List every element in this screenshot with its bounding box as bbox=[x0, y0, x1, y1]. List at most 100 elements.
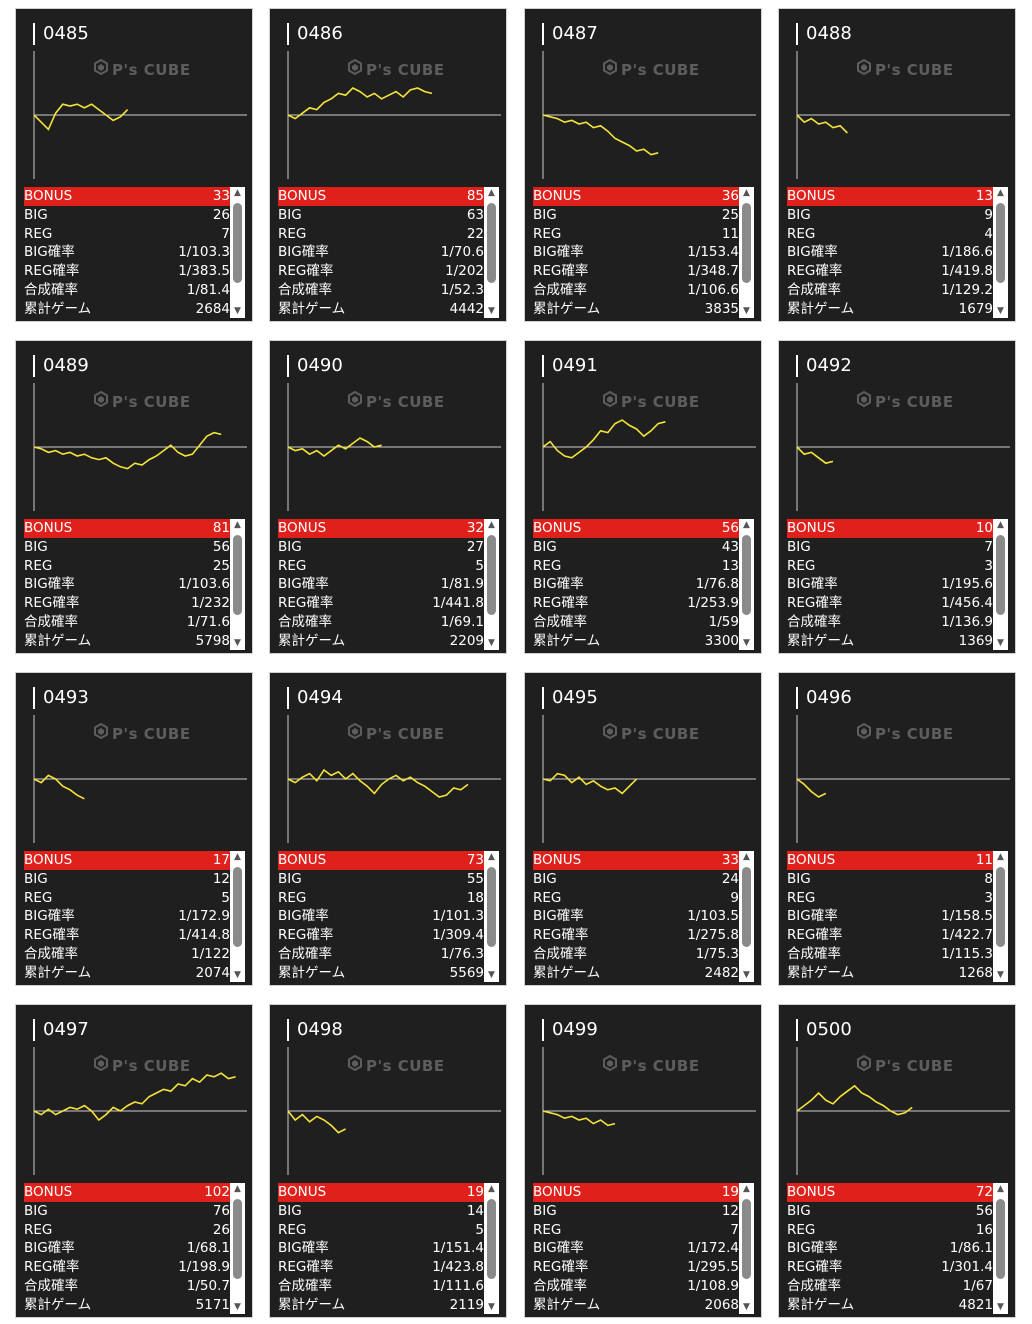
machine-card[interactable]: 0496 P's CUBE BONUS 11 BIG 8 REG 3 BIG確率 1/158.5 R… bbox=[778, 672, 1016, 986]
stats-scrollbar[interactable]: ▲ ▼ bbox=[993, 519, 1008, 650]
machine-card[interactable]: 0493 P's CUBE BONUS 17 BIG 12 REG 5 BIG確率 1/172.9… bbox=[15, 672, 253, 986]
scroll-up-icon[interactable]: ▲ bbox=[234, 852, 241, 862]
scroll-up-icon[interactable]: ▲ bbox=[234, 1184, 241, 1194]
scroll-down-icon[interactable]: ▼ bbox=[997, 638, 1004, 648]
scroll-up-icon[interactable]: ▲ bbox=[234, 188, 241, 198]
machine-number[interactable]: 0496 bbox=[796, 687, 852, 709]
machine-card[interactable]: 0488 P's CUBE BONUS 13 BIG 9 REG 4 BIG確率 1/186.6 R… bbox=[778, 8, 1016, 322]
stats-scrollbar[interactable]: ▲ ▼ bbox=[230, 519, 245, 650]
machine-number[interactable]: 0488 bbox=[796, 23, 852, 45]
machine-card[interactable]: 0497 P's CUBE BONUS 102 BIG 76 REG 26 BIG確率 1/68.… bbox=[15, 1004, 253, 1318]
stats-scrollbar[interactable]: ▲ ▼ bbox=[993, 851, 1008, 982]
scroll-thumb[interactable] bbox=[233, 867, 242, 947]
stats-scrollbar[interactable]: ▲ ▼ bbox=[739, 1183, 754, 1314]
scroll-thumb[interactable] bbox=[996, 867, 1005, 947]
stats-scrollbar[interactable]: ▲ ▼ bbox=[739, 519, 754, 650]
machine-card[interactable]: 0492 P's CUBE BONUS 10 BIG 7 REG 3 BIG確率 1/195.6 R… bbox=[778, 340, 1016, 654]
scroll-down-icon[interactable]: ▼ bbox=[997, 306, 1004, 316]
watermark-logo: P's CUBE bbox=[348, 1049, 444, 1087]
scroll-up-icon[interactable]: ▲ bbox=[997, 188, 1004, 198]
scroll-thumb[interactable] bbox=[996, 1199, 1005, 1279]
scroll-down-icon[interactable]: ▼ bbox=[488, 638, 495, 648]
machine-number[interactable]: 0489 bbox=[33, 355, 89, 377]
scroll-up-icon[interactable]: ▲ bbox=[743, 852, 750, 862]
scroll-down-icon[interactable]: ▼ bbox=[743, 1302, 750, 1312]
machine-card[interactable]: 0487 P's CUBE BONUS 36 BIG 25 REG 11 BIG確率 1/153.… bbox=[524, 8, 762, 322]
stats-scrollbar[interactable]: ▲ ▼ bbox=[739, 851, 754, 982]
machine-card[interactable]: 0485 P's CUBE BONUS 33 BIG 26 REG 7 BIG確率 1/103.3… bbox=[15, 8, 253, 322]
big-row: BIG 25 bbox=[533, 206, 739, 225]
scroll-down-icon[interactable]: ▼ bbox=[488, 1302, 495, 1312]
stats-scrollbar[interactable]: ▲ ▼ bbox=[484, 187, 499, 318]
machine-number[interactable]: 0497 bbox=[33, 1019, 89, 1041]
scroll-up-icon[interactable]: ▲ bbox=[997, 520, 1004, 530]
machine-card[interactable]: 0498 P's CUBE BONUS 19 BIG 14 REG 5 BIG確率 1/151.4… bbox=[269, 1004, 507, 1318]
scroll-down-icon[interactable]: ▼ bbox=[997, 970, 1004, 980]
scroll-down-icon[interactable]: ▼ bbox=[743, 638, 750, 648]
scroll-up-icon[interactable]: ▲ bbox=[743, 1184, 750, 1194]
machine-card[interactable]: 0490 P's CUBE BONUS 32 BIG 27 REG 5 BIG確率 1/81.9 R… bbox=[269, 340, 507, 654]
scroll-thumb[interactable] bbox=[487, 867, 496, 947]
stats-scrollbar[interactable]: ▲ ▼ bbox=[230, 187, 245, 318]
scroll-down-icon[interactable]: ▼ bbox=[234, 638, 241, 648]
machine-number[interactable]: 0491 bbox=[542, 355, 598, 377]
machine-number[interactable]: 0494 bbox=[287, 687, 343, 709]
machine-card[interactable]: 0500 P's CUBE BONUS 72 BIG 56 REG 16 BIG確率 1/86.1… bbox=[778, 1004, 1016, 1318]
machine-card[interactable]: 0499 P's CUBE BONUS 19 BIG 12 REG 7 BIG確率 1/172.4… bbox=[524, 1004, 762, 1318]
scroll-up-icon[interactable]: ▲ bbox=[997, 1184, 1004, 1194]
scroll-up-icon[interactable]: ▲ bbox=[488, 1184, 495, 1194]
stats-scrollbar[interactable]: ▲ ▼ bbox=[230, 851, 245, 982]
scroll-thumb[interactable] bbox=[233, 1199, 242, 1279]
machine-number[interactable]: 0495 bbox=[542, 687, 598, 709]
scroll-down-icon[interactable]: ▼ bbox=[234, 970, 241, 980]
stats-scrollbar[interactable]: ▲ ▼ bbox=[739, 187, 754, 318]
scroll-up-icon[interactable]: ▲ bbox=[743, 520, 750, 530]
stats-scrollbar[interactable]: ▲ ▼ bbox=[484, 1183, 499, 1314]
scroll-down-icon[interactable]: ▼ bbox=[743, 306, 750, 316]
scroll-down-icon[interactable]: ▼ bbox=[743, 970, 750, 980]
machine-number[interactable]: 0490 bbox=[287, 355, 343, 377]
scroll-down-icon[interactable]: ▼ bbox=[997, 1302, 1004, 1312]
scroll-up-icon[interactable]: ▲ bbox=[234, 520, 241, 530]
machine-card[interactable]: 0489 P's CUBE BONUS 81 BIG 56 REG 25 BIG確率 1/103.… bbox=[15, 340, 253, 654]
machine-number[interactable]: 0498 bbox=[287, 1019, 343, 1041]
scroll-thumb[interactable] bbox=[996, 535, 1005, 615]
scroll-up-icon[interactable]: ▲ bbox=[488, 520, 495, 530]
stats-scrollbar[interactable]: ▲ ▼ bbox=[993, 1183, 1008, 1314]
machine-number[interactable]: 0485 bbox=[33, 23, 89, 45]
stats-scrollbar[interactable]: ▲ ▼ bbox=[484, 851, 499, 982]
scroll-up-icon[interactable]: ▲ bbox=[997, 852, 1004, 862]
scroll-thumb[interactable] bbox=[996, 203, 1005, 283]
scroll-down-icon[interactable]: ▼ bbox=[488, 306, 495, 316]
machine-card[interactable]: 0486 P's CUBE BONUS 85 BIG 63 REG 22 BIG確率 1/70.6… bbox=[269, 8, 507, 322]
scroll-thumb[interactable] bbox=[742, 1199, 751, 1279]
scroll-up-icon[interactable]: ▲ bbox=[488, 188, 495, 198]
machine-number[interactable]: 0492 bbox=[796, 355, 852, 377]
machine-number[interactable]: 0486 bbox=[287, 23, 343, 45]
stat-value: 3 bbox=[984, 889, 993, 906]
machine-number[interactable]: 0493 bbox=[33, 687, 89, 709]
scroll-thumb[interactable] bbox=[487, 1199, 496, 1279]
scroll-thumb[interactable] bbox=[487, 203, 496, 283]
scroll-up-icon[interactable]: ▲ bbox=[743, 188, 750, 198]
stats-scrollbar[interactable]: ▲ ▼ bbox=[993, 187, 1008, 318]
scroll-thumb[interactable] bbox=[233, 535, 242, 615]
scroll-thumb[interactable] bbox=[742, 203, 751, 283]
scroll-down-icon[interactable]: ▼ bbox=[488, 970, 495, 980]
stat-value: 1/202 bbox=[445, 263, 484, 280]
machine-card[interactable]: 0494 P's CUBE BONUS 73 BIG 55 REG 18 BIG確率 1/101.… bbox=[269, 672, 507, 986]
stats-scrollbar[interactable]: ▲ ▼ bbox=[484, 519, 499, 650]
scroll-thumb[interactable] bbox=[487, 535, 496, 615]
scroll-thumb[interactable] bbox=[742, 867, 751, 947]
machine-number[interactable]: 0500 bbox=[796, 1019, 852, 1041]
scroll-thumb[interactable] bbox=[742, 535, 751, 615]
stats-scrollbar[interactable]: ▲ ▼ bbox=[230, 1183, 245, 1314]
scroll-up-icon[interactable]: ▲ bbox=[488, 852, 495, 862]
machine-number[interactable]: 0487 bbox=[542, 23, 598, 45]
scroll-down-icon[interactable]: ▼ bbox=[234, 1302, 241, 1312]
scroll-thumb[interactable] bbox=[233, 203, 242, 283]
machine-number[interactable]: 0499 bbox=[542, 1019, 598, 1041]
scroll-down-icon[interactable]: ▼ bbox=[234, 306, 241, 316]
machine-card[interactable]: 0491 P's CUBE BONUS 56 BIG 43 REG 13 BIG確率 1/76.8… bbox=[524, 340, 762, 654]
machine-card[interactable]: 0495 P's CUBE BONUS 33 BIG 24 REG 9 BIG確率 1/103.5… bbox=[524, 672, 762, 986]
